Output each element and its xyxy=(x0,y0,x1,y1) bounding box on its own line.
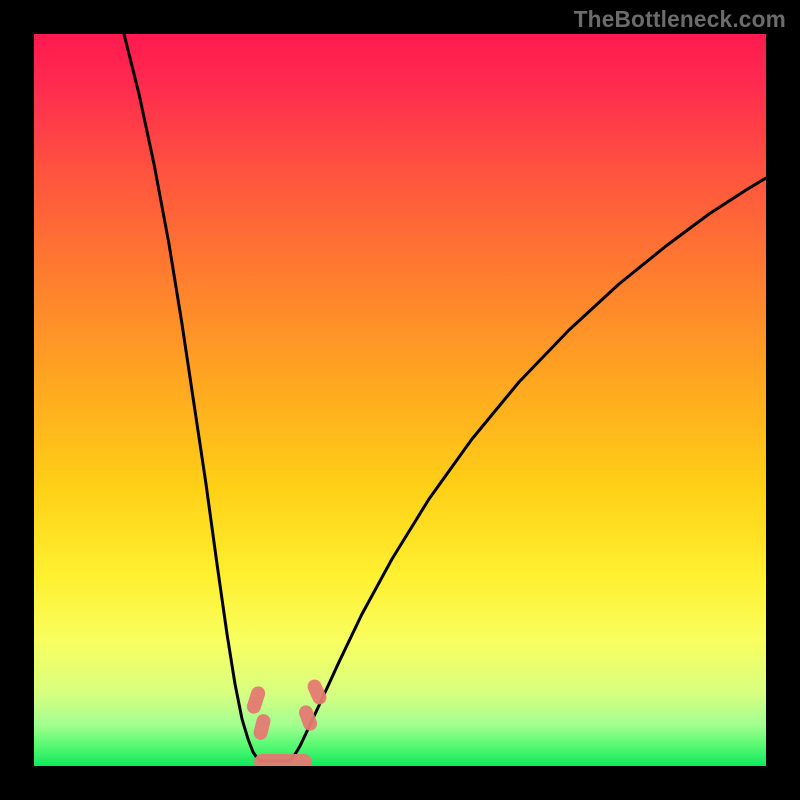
curve-layer xyxy=(34,34,766,766)
watermark-text: TheBottleneck.com xyxy=(574,6,786,33)
plot-area xyxy=(34,34,766,766)
curve-left xyxy=(124,34,260,761)
valley-pill xyxy=(254,754,312,766)
curve-right xyxy=(290,178,766,761)
outer-frame: TheBottleneck.com xyxy=(0,0,800,800)
